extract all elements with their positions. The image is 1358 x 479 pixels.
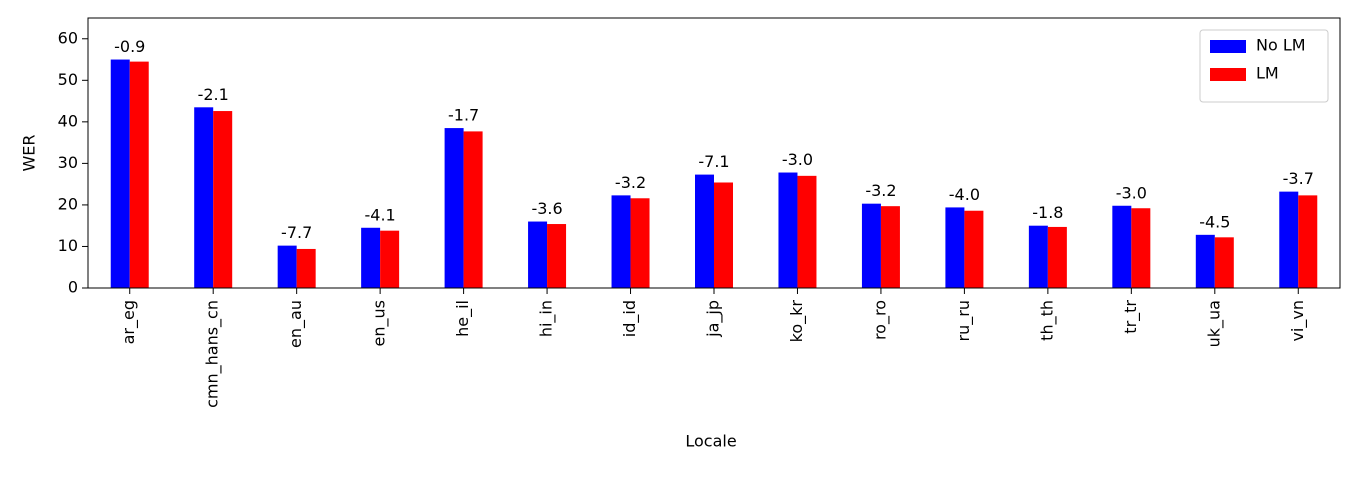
annotation: -7.7 <box>281 223 312 242</box>
y-tick-label: 0 <box>68 278 78 297</box>
bar <box>296 248 316 288</box>
annotation: -3.2 <box>865 181 896 200</box>
annotation: -1.8 <box>1032 203 1063 222</box>
y-tick-label: 10 <box>58 236 78 255</box>
bar <box>1298 195 1318 288</box>
y-tick-label: 30 <box>58 153 78 172</box>
bar <box>714 182 733 288</box>
bar <box>547 224 567 288</box>
bar <box>778 172 798 288</box>
x-tick-label: cmn_hans_cn <box>203 300 223 408</box>
bar <box>861 203 881 288</box>
x-tick-label: ja_jp <box>704 300 724 338</box>
legend-label: No LM <box>1256 36 1306 55</box>
annotation: -2.1 <box>198 85 229 104</box>
y-tick-label: 60 <box>58 28 78 47</box>
bar <box>361 227 381 288</box>
bar <box>129 61 149 288</box>
bar <box>1279 191 1299 288</box>
bar <box>444 128 464 288</box>
bar <box>695 174 714 288</box>
bar <box>1112 205 1132 288</box>
y-tick-label: 50 <box>58 70 78 89</box>
bar <box>277 245 297 288</box>
x-tick-label: ar_eg <box>119 300 139 344</box>
bar <box>213 111 233 289</box>
x-tick-label: ro_ro <box>870 300 890 340</box>
x-tick-label: tr_tr <box>1121 300 1141 334</box>
x-tick-label: vi_vn <box>1288 300 1308 342</box>
x-tick-label: uk_ua <box>1204 300 1224 347</box>
x-tick-label: he_il <box>453 300 473 337</box>
legend-swatch <box>1210 68 1246 81</box>
bar <box>880 206 900 288</box>
bar <box>1131 208 1151 288</box>
x-tick-label: hi_in <box>537 300 557 337</box>
bar <box>194 107 214 288</box>
x-tick-label: en_us <box>370 300 390 346</box>
annotation: -3.2 <box>615 173 646 192</box>
x-tick-label: id_id <box>620 300 640 337</box>
x-tick-label: ko_kr <box>787 300 807 343</box>
bar <box>797 175 817 288</box>
bar <box>110 59 130 289</box>
bar <box>964 210 984 288</box>
plot-frame <box>87 17 1341 289</box>
annotation: -1.7 <box>448 106 479 125</box>
bar <box>630 198 650 288</box>
bar <box>528 221 548 288</box>
y-tick-label: 40 <box>58 111 78 130</box>
bar <box>463 131 483 288</box>
annotation: -3.0 <box>782 150 813 169</box>
x-axis-label: Locale <box>685 432 736 451</box>
x-tick-label: th_th <box>1037 300 1057 341</box>
bar <box>1214 237 1234 288</box>
bar <box>1195 234 1215 288</box>
annotation: -0.9 <box>114 37 145 56</box>
bar <box>1047 226 1067 288</box>
annotation: -4.5 <box>1199 212 1230 231</box>
y-axis-label: WER <box>20 134 39 171</box>
annotation: -4.0 <box>949 185 980 204</box>
bar <box>1028 225 1048 288</box>
y-tick-label: 20 <box>58 194 78 213</box>
x-tick-label: ru_ru <box>954 300 974 341</box>
annotation: -3.7 <box>1283 169 1314 188</box>
annotation: -3.6 <box>531 199 562 218</box>
x-tick-label: en_au <box>286 300 306 348</box>
bar <box>611 195 631 288</box>
legend-label: LM <box>1256 64 1279 83</box>
annotation: -3.0 <box>1116 183 1147 202</box>
bar <box>380 230 400 288</box>
annotation: -4.1 <box>365 205 396 224</box>
annotation: -7.1 <box>698 152 729 171</box>
bar <box>945 207 965 288</box>
legend-swatch <box>1210 40 1246 53</box>
